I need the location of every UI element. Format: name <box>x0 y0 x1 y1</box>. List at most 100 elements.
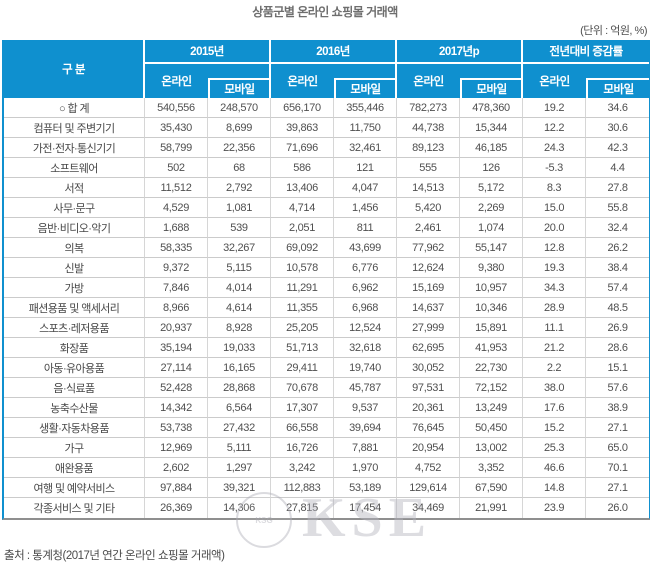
value-cell: 4,014 <box>208 278 272 298</box>
subheader-spacer <box>586 64 650 78</box>
category-cell: 화장품 <box>4 338 145 358</box>
value-cell: 6,564 <box>208 398 272 418</box>
value-cell: -5.3 <box>523 158 587 178</box>
category-cell: 각종서비스 및 기타 <box>4 498 145 518</box>
subheader-mobile-2015: 모바일 <box>208 78 272 98</box>
header-row-mobile: 모바일 모바일 모바일 모바일 <box>4 78 650 98</box>
value-cell: 20,954 <box>397 438 461 458</box>
value-cell: 20.0 <box>523 218 587 238</box>
value-cell: 39,694 <box>334 418 398 438</box>
table-row: 의복 58,335 32,267 69,092 43,699 77,962 55,147 12… <box>4 238 650 258</box>
page-title: 상품군별 온라인 쇼핑몰 거래액 <box>252 5 398 19</box>
value-cell: 52,428 <box>145 378 208 398</box>
value-cell: 4,614 <box>208 298 272 318</box>
value-cell: 38.9 <box>586 398 650 418</box>
value-cell: 16,726 <box>271 438 335 458</box>
value-cell: 55,147 <box>460 238 524 258</box>
value-cell: 39,863 <box>271 118 335 138</box>
value-cell: 57.4 <box>586 278 650 298</box>
category-cell: 음반·비디오·악기 <box>4 218 145 238</box>
subheader-online-2015: 온라인 <box>145 64 208 98</box>
value-cell: 8,699 <box>208 118 272 138</box>
value-cell: 19,740 <box>334 358 398 378</box>
value-cell: 51,713 <box>271 338 335 358</box>
value-cell: 35,194 <box>145 338 208 358</box>
subheader-online-2016: 온라인 <box>271 64 335 98</box>
value-cell: 5,115 <box>208 258 272 278</box>
value-cell: 14,637 <box>397 298 461 318</box>
table-header: 구 분 2015년 2016년 2017년p 전년대비 증감률 온라인 온라인 … <box>4 40 650 98</box>
value-cell: 27,999 <box>397 318 461 338</box>
value-cell: 32.4 <box>586 218 650 238</box>
value-cell: 12,624 <box>397 258 461 278</box>
value-cell: 9,372 <box>145 258 208 278</box>
value-cell: 17.6 <box>523 398 587 418</box>
value-cell: 28.9 <box>523 298 587 318</box>
value-cell: 27.8 <box>586 178 650 198</box>
table-row: 스포츠·레저용품 20,937 8,928 25,205 12,524 27,999 15,… <box>4 318 650 338</box>
value-cell: 20,361 <box>397 398 461 418</box>
value-cell: 29,411 <box>271 358 335 378</box>
header-row-years: 구 분 2015년 2016년 2017년p 전년대비 증감률 <box>4 40 650 98</box>
value-cell: 15.1 <box>586 358 650 378</box>
subheader-spacer <box>334 64 398 78</box>
value-cell: 10,578 <box>271 258 335 278</box>
table-body: ○ 합 계 540,556 248,570 656,170 355,446 782,273… <box>4 98 650 518</box>
value-cell: 355,446 <box>334 98 398 118</box>
table-row: 패션용품 및 액세서리 8,966 4,614 11,355 6,968 14,637 10… <box>4 298 650 318</box>
value-cell: 12,524 <box>334 318 398 338</box>
table-row: 서적 11,512 2,792 13,406 4,047 14,513 5,172 8.3 27… <box>4 178 650 198</box>
value-cell: 4,047 <box>334 178 398 198</box>
subheader-mobile-2017: 모바일 <box>460 78 524 98</box>
value-cell: 782,273 <box>397 98 461 118</box>
value-cell: 4,529 <box>145 198 208 218</box>
table-row: 소프트웨어 502 68 586 121 555 126 -5.3 4.4 <box>4 158 650 178</box>
value-cell: 41,953 <box>460 338 524 358</box>
value-cell: 53,738 <box>145 418 208 438</box>
table-row: 컴퓨터 및 주변기기 35,430 8,699 39,863 11,750 44,738 1… <box>4 118 650 138</box>
value-cell: 13,002 <box>460 438 524 458</box>
value-cell: 25.3 <box>523 438 587 458</box>
value-cell: 21.2 <box>523 338 587 358</box>
category-cell: 패션용품 및 액세서리 <box>4 298 145 318</box>
value-cell: 14,513 <box>397 178 461 198</box>
value-cell: 586 <box>271 158 335 178</box>
value-cell: 15,891 <box>460 318 524 338</box>
value-cell: 32,618 <box>334 338 398 358</box>
value-cell: 15.2 <box>523 418 587 438</box>
value-cell: 19,033 <box>208 338 272 358</box>
value-cell: 1,074 <box>460 218 524 238</box>
category-cell: 음·식료품 <box>4 378 145 398</box>
table-row: 음반·비디오·악기 1,688 539 2,051 811 2,461 1,074 20.0 3… <box>4 218 650 238</box>
value-cell: 26,369 <box>145 498 208 518</box>
table-row: 신발 9,372 5,115 10,578 6,776 12,624 9,380 19.3 38… <box>4 258 650 278</box>
table-row: 가구 12,969 5,111 16,726 7,881 20,954 13,002 25.3… <box>4 438 650 458</box>
value-cell: 12.2 <box>523 118 587 138</box>
value-cell: 4.4 <box>586 158 650 178</box>
value-cell: 1,297 <box>208 458 272 478</box>
category-cell: 사무·문구 <box>4 198 145 218</box>
value-cell: 25,205 <box>271 318 335 338</box>
value-cell: 38.4 <box>586 258 650 278</box>
value-cell: 32,267 <box>208 238 272 258</box>
value-cell: 39,321 <box>208 478 272 498</box>
value-cell: 5,111 <box>208 438 272 458</box>
category-cell: 서적 <box>4 178 145 198</box>
value-cell: 15.0 <box>523 198 587 218</box>
category-cell: 스포츠·레저용품 <box>4 318 145 338</box>
category-cell: 농축수산물 <box>4 398 145 418</box>
value-cell: 69,092 <box>271 238 335 258</box>
category-cell: 가방 <box>4 278 145 298</box>
table-row: 애완용품 2,602 1,297 3,242 1,970 4,752 3,352 46.6 70… <box>4 458 650 478</box>
value-cell: 8.3 <box>523 178 587 198</box>
source-note: 출처 : 통계청(2017년 연간 온라인 쇼핑몰 거래액) <box>4 550 225 562</box>
value-cell: 2,792 <box>208 178 272 198</box>
value-cell: 62,695 <box>397 338 461 358</box>
value-cell: 72,152 <box>460 378 524 398</box>
header-category: 구 분 <box>4 40 145 98</box>
value-cell: 55.8 <box>586 198 650 218</box>
value-cell: 34,469 <box>397 498 461 518</box>
value-cell: 32,461 <box>334 138 398 158</box>
value-cell: 6,962 <box>334 278 398 298</box>
